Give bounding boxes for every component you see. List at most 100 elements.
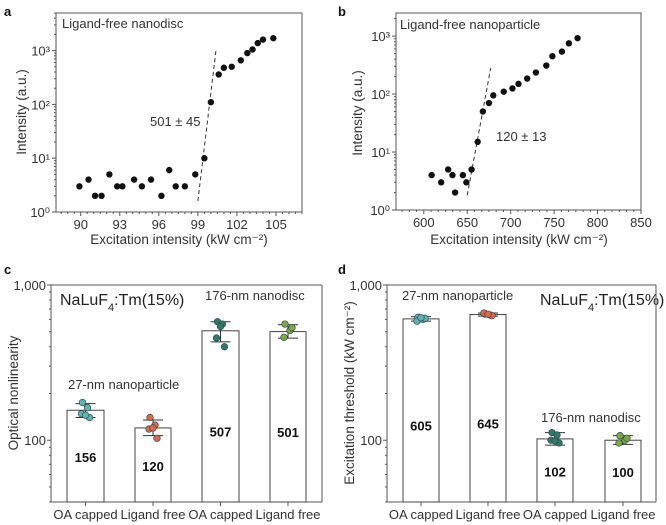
data-point bbox=[474, 138, 481, 146]
x-tick-label: 850 bbox=[630, 215, 652, 230]
y-tick-label: 10⁰ bbox=[370, 203, 390, 218]
bar bbox=[402, 318, 440, 503]
data-point bbox=[270, 35, 277, 42]
bar-value-label: 100 bbox=[612, 465, 634, 480]
data-point bbox=[158, 192, 165, 200]
panel-a-fit-annotation: 501 ± 45 bbox=[150, 114, 201, 129]
x-tick-label: Ligand free bbox=[590, 507, 655, 522]
panel-c-ylabel: Optical nonlinearity bbox=[6, 335, 21, 450]
data-point bbox=[574, 34, 581, 42]
x-tick-label: 96 bbox=[152, 217, 166, 232]
replicate-point bbox=[146, 413, 154, 422]
data-point bbox=[549, 52, 556, 60]
replicate-point bbox=[616, 432, 624, 440]
data-point bbox=[166, 166, 173, 174]
data-point bbox=[113, 183, 121, 190]
panel-c-plot: 100 1,000 OA capped 156 Ligand free 120 OA cap… bbox=[13, 278, 323, 522]
panel-d-ylabel: Excitation threshold (kW cm⁻²) bbox=[342, 301, 357, 484]
panel-letter-b: b bbox=[338, 4, 346, 19]
x-tick-label: OA capped bbox=[523, 507, 587, 522]
data-point bbox=[220, 64, 228, 71]
x-tick-label: Ligand free bbox=[455, 507, 520, 522]
data-point bbox=[85, 176, 92, 183]
formula-subscript: 4 bbox=[108, 302, 114, 314]
x-tick-label: Ligand free bbox=[255, 507, 320, 522]
panel-a: a Ligand-free nanodisc 501 ± 45 Excitati… bbox=[4, 4, 303, 247]
data-point bbox=[509, 85, 516, 92]
panel-d-group-label-nanodisc: 176-nm nanodisc bbox=[541, 410, 641, 425]
data-point bbox=[138, 183, 146, 190]
replicate-point bbox=[623, 434, 631, 442]
data-point bbox=[98, 192, 105, 200]
x-tick-label: 700 bbox=[500, 215, 522, 230]
x-tick-label: 800 bbox=[587, 215, 609, 230]
bar-value-label: 501 bbox=[277, 425, 299, 440]
panel-a-plot: 90 93 96 99 102 105 10⁰ 10¹ 10² 10³ bbox=[30, 12, 303, 232]
panel-c: c NaLuF4:Tm(15%) 176-nm nanodisc 27-nm n… bbox=[4, 262, 323, 522]
data-point bbox=[523, 75, 531, 82]
data-point bbox=[254, 39, 261, 47]
y-tick-label: 10² bbox=[31, 97, 50, 112]
data-point bbox=[207, 98, 215, 106]
bar-value-label: 120 bbox=[142, 459, 164, 474]
bar bbox=[66, 409, 105, 503]
panel-d-plot: 100 1,000 OA capped 605 Ligand free 645 OA cap… bbox=[349, 278, 657, 522]
replicate-point bbox=[280, 333, 288, 341]
panel-a-ylabel: Intensity (a.u.) bbox=[14, 69, 29, 155]
formula-part-2: :Tm(15%) bbox=[114, 292, 184, 309]
replicate-point bbox=[153, 434, 161, 442]
bar-value-label: 605 bbox=[410, 418, 432, 433]
data-point bbox=[543, 62, 550, 69]
bar-value-label: 645 bbox=[477, 416, 499, 431]
x-tick-label: 750 bbox=[543, 215, 565, 230]
bar bbox=[469, 314, 507, 503]
replicate-point bbox=[281, 320, 289, 328]
data-point bbox=[444, 166, 452, 173]
data-point bbox=[244, 49, 251, 57]
panel-b-frame bbox=[395, 12, 642, 211]
x-tick-label: 600 bbox=[413, 215, 435, 230]
y-tick-label: 10² bbox=[371, 87, 390, 102]
panel-a-xlabel: Excitation intensity (kW cm⁻²) bbox=[90, 232, 267, 247]
replicate-point bbox=[288, 324, 296, 332]
y-tick-label: 1,000 bbox=[13, 278, 46, 293]
y-tick-label: 10¹ bbox=[31, 151, 50, 166]
panel-d: d 27-nm nanoparticle NaLuF4:Tm(15%) 176-… bbox=[338, 262, 664, 522]
data-point bbox=[106, 171, 113, 178]
data-point bbox=[249, 46, 256, 53]
fit-line bbox=[466, 68, 492, 196]
data-point bbox=[532, 69, 540, 76]
panel-a-title: Ligand-free nanodisc bbox=[62, 16, 184, 31]
panel-d-formula: NaLuF4:Tm(15%) bbox=[540, 292, 664, 314]
data-point bbox=[228, 63, 235, 70]
formula-part-1: NaLuF bbox=[540, 292, 588, 309]
replicate-point bbox=[417, 314, 425, 322]
data-point bbox=[76, 183, 83, 190]
x-tick-label: OA capped bbox=[389, 507, 453, 522]
data-point bbox=[201, 155, 208, 162]
data-point bbox=[459, 171, 467, 179]
bar-value-label: 507 bbox=[210, 424, 232, 439]
y-tick-label: 10¹ bbox=[371, 145, 390, 160]
replicate-point bbox=[212, 334, 221, 342]
data-point bbox=[237, 57, 245, 64]
panel-c-group-label-nanodisc: 176-nm nanodisc bbox=[205, 288, 305, 303]
y-tick-label: 10³ bbox=[31, 44, 50, 59]
data-point bbox=[515, 80, 522, 88]
replicate-point bbox=[551, 437, 559, 445]
bar-value-label: 156 bbox=[75, 450, 97, 465]
bar bbox=[536, 438, 574, 503]
data-point bbox=[500, 88, 507, 95]
panel-a-frame bbox=[55, 12, 303, 213]
data-point bbox=[147, 176, 155, 183]
x-tick-label: 650 bbox=[456, 215, 478, 230]
y-tick-label: 1,000 bbox=[349, 278, 382, 293]
bar-value-label: 102 bbox=[544, 464, 566, 479]
data-point bbox=[428, 171, 435, 179]
data-point bbox=[558, 48, 566, 55]
replicate-point bbox=[220, 343, 229, 351]
data-point bbox=[451, 189, 459, 196]
data-point bbox=[463, 179, 470, 186]
data-point bbox=[485, 99, 493, 107]
